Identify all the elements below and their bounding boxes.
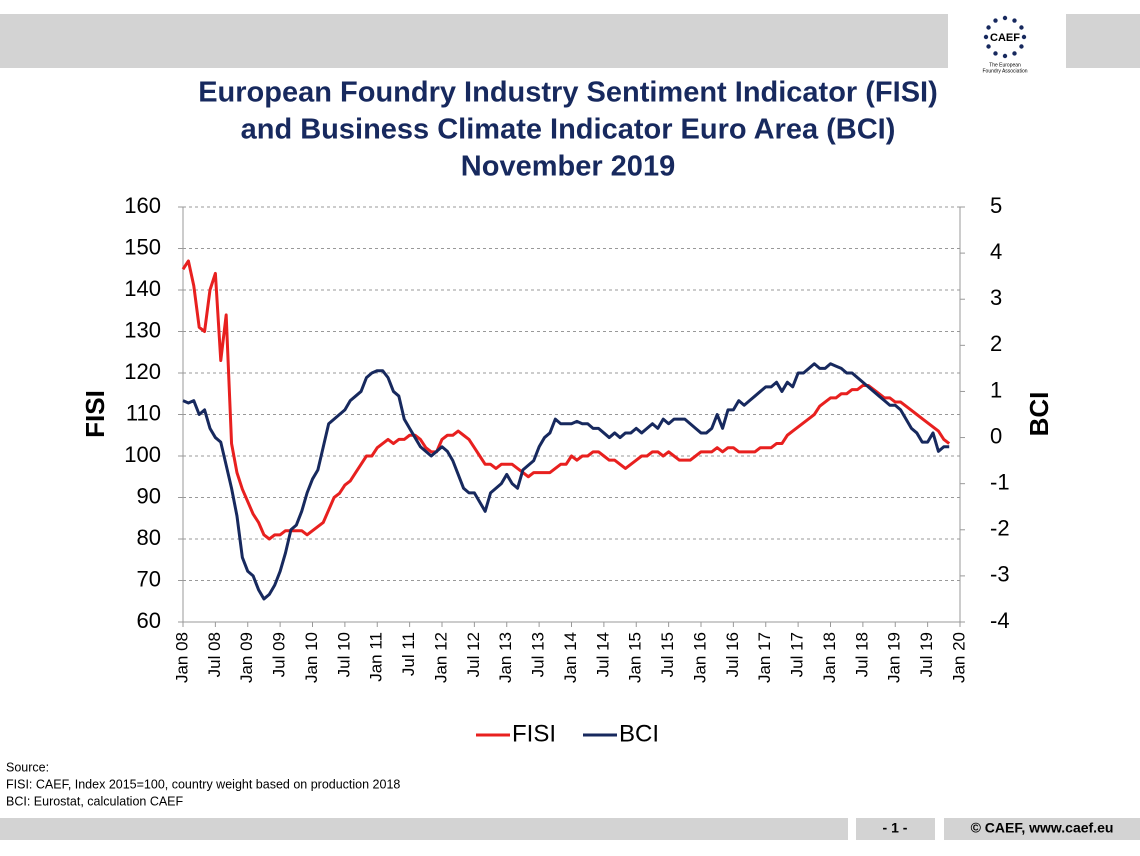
x-tick-label: Jan 09 <box>237 632 256 683</box>
y-tick-label: 150 <box>124 234 161 259</box>
x-tick-label: Jan 16 <box>690 632 709 683</box>
y-tick-label: 90 <box>137 483 161 508</box>
y2-tick-label: -2 <box>990 516 1010 541</box>
source-note: BCI: Eurostat, calculation CAEF <box>6 794 184 808</box>
y-tick-label: 130 <box>124 317 161 342</box>
y-tick-label: 60 <box>137 608 161 633</box>
y-tick-label: 120 <box>124 359 161 384</box>
y-tick-label: 110 <box>126 400 161 425</box>
x-tick-label: Jul 09 <box>270 632 289 677</box>
x-tick-label: Jan 11 <box>367 632 386 682</box>
x-tick-label: Jan 14 <box>561 632 580 683</box>
logo-star <box>986 44 991 49</box>
x-tick-label: Jan 20 <box>949 632 968 683</box>
legend-label: BCI <box>619 720 659 747</box>
x-tick-label: Jul 17 <box>788 632 807 677</box>
copyright: © CAEF, www.caef.eu <box>971 820 1114 836</box>
x-tick-label: Jul 14 <box>593 632 612 677</box>
x-tick-label: Jan 08 <box>172 632 191 683</box>
x-tick-label: Jan 19 <box>885 632 904 683</box>
legend-label: FISI <box>512 720 556 747</box>
x-tick-label: Jan 17 <box>755 632 774 683</box>
chart-title: European Foundry Industry Sentiment Indi… <box>198 77 938 109</box>
header-bar <box>1066 14 1140 68</box>
y2-tick-label: 0 <box>990 423 1002 448</box>
y2-tick-label: 2 <box>990 331 1002 356</box>
y-tick-label: 100 <box>124 442 161 467</box>
y2-tick-label: 1 <box>990 377 1002 402</box>
x-tick-label: Jan 15 <box>626 632 645 683</box>
x-tick-label: Jan 13 <box>496 632 515 683</box>
logo-star <box>1002 53 1008 59</box>
y2-tick-label: -1 <box>990 469 1010 494</box>
y2-tick-label: -3 <box>990 562 1010 587</box>
y2-tick-label: 5 <box>990 193 1002 218</box>
x-tick-label: Jul 19 <box>917 632 936 677</box>
y2-tick-label: -4 <box>990 608 1010 633</box>
series-line <box>182 362 950 601</box>
x-tick-label: Jul 10 <box>334 632 353 677</box>
y2-tick-label: 3 <box>990 285 1002 310</box>
y-tick-label: 160 <box>124 193 161 218</box>
y2-axis-title: BCI <box>1024 392 1054 437</box>
logo-stars <box>983 15 1027 59</box>
logo-star <box>1021 34 1027 40</box>
logo-star <box>1012 51 1017 56</box>
logo-star <box>986 25 991 30</box>
x-tick-label: Jan 12 <box>431 632 450 683</box>
logo-star <box>993 18 998 23</box>
y-tick-label: 70 <box>137 566 161 591</box>
x-tick-label: Jul 15 <box>658 632 677 677</box>
logo-star <box>983 34 989 40</box>
x-tick-label: Jan 10 <box>302 632 321 683</box>
y-axis-title: FISI <box>80 390 110 438</box>
footer-bar <box>944 818 1140 840</box>
y2-tick-label: 4 <box>990 239 1002 264</box>
chart-title: November 2019 <box>461 151 675 183</box>
logo-star <box>1019 44 1024 49</box>
x-tick-label: Jul 11 <box>399 632 418 676</box>
x-tick-label: Jul 13 <box>529 632 548 677</box>
logo-tagline: Foundry Association <box>982 68 1027 74</box>
header-bar <box>0 14 948 68</box>
logo-star <box>1002 15 1008 21</box>
logo-tagline: The European <box>989 62 1021 68</box>
logo-star <box>1012 18 1017 23</box>
footer-bar <box>0 818 848 840</box>
y-tick-label: 140 <box>124 276 161 301</box>
logo-star <box>993 51 998 56</box>
x-tick-label: Jul 12 <box>464 632 483 677</box>
x-tick-label: Jul 16 <box>723 632 742 677</box>
x-tick-label: Jul 18 <box>852 632 871 677</box>
source-note: FISI: CAEF, Index 2015=100, country weig… <box>6 777 400 791</box>
x-tick-label: Jan 18 <box>820 632 839 683</box>
footer-bar <box>856 818 935 840</box>
logo-name: CAEF <box>990 32 1020 44</box>
source-note: Source: <box>6 760 49 774</box>
y-tick-label: 80 <box>137 525 161 550</box>
logo-star <box>1019 25 1024 30</box>
page-number: - 1 - <box>883 820 908 836</box>
series-line <box>181 259 951 541</box>
chart-title: and Business Climate Indicator Euro Area… <box>241 114 896 146</box>
x-tick-label: Jul 08 <box>205 632 224 677</box>
